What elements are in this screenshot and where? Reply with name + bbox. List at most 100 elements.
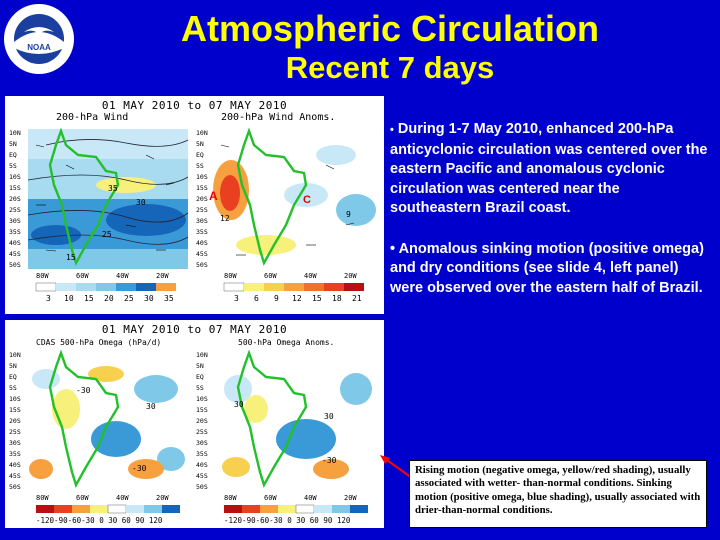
svg-text:25S: 25S [196,428,208,436]
svg-text:EQ: EQ [9,373,17,381]
svg-text:40W: 40W [304,272,317,280]
svg-text:45S: 45S [9,250,21,258]
svg-text:15S: 15S [196,406,208,414]
svg-text:20W: 20W [344,272,357,280]
svg-text:20W: 20W [156,272,169,280]
contour-label: 15 [66,253,76,262]
svg-text:80W: 80W [36,272,49,280]
anticyclone-marker: A [209,189,218,203]
svg-text:12: 12 [292,294,302,303]
svg-text:60W: 60W [264,272,277,280]
svg-text:30S: 30S [196,217,208,225]
slide-title: Atmospheric Circulation [180,8,600,49]
wind-maps: 35 30 25 15 10N 5N EQ 5S 10S 15S 20S 25S… [9,127,376,303]
svg-text:35S: 35S [196,450,208,458]
svg-text:25S: 25S [196,206,208,214]
svg-text:10S: 10S [9,173,21,181]
svg-text:35S: 35S [9,450,21,458]
logo-text: NOAA [27,43,51,52]
omega-mean-map: -30 30 -30 [28,349,188,491]
top-right-lat-axis: 10N 5N EQ 5S 10S 15S 20S 25S 30S 35S 40S… [196,129,208,269]
svg-text:20S: 20S [196,195,208,203]
bottom-right-colorbar-labels: -120-90-60-30 0 30 60 90 120 [224,516,351,525]
red-arrow-icon [380,455,413,479]
svg-text:10N: 10N [9,129,21,137]
svg-text:40W: 40W [304,494,317,502]
contour-label: -30 [76,386,91,395]
bottom-left-lat-axis: 10N 5N EQ 5S 10S 15S 20S 25S 30S 35S 40S… [9,351,21,491]
svg-text:18: 18 [332,294,342,303]
omega-500hpa-panel: 01 MAY 2010 to 07 MAY 2010 CDAS 500-hPa … [5,320,384,528]
svg-text:10S: 10S [196,173,208,181]
omega-maps: -30 30 -30 10N 5N EQ 5S 10S 15S 20S 25S … [9,349,376,525]
svg-text:40S: 40S [196,461,208,469]
svg-text:20S: 20S [9,417,21,425]
svg-text:25S: 25S [9,206,21,214]
svg-text:5N: 5N [196,362,204,370]
svg-text:10: 10 [64,294,74,303]
contour-label: 30 [324,412,334,421]
svg-text:60W: 60W [264,494,277,502]
bottom-panel-header: 01 MAY 2010 to 07 MAY 2010 [101,323,288,336]
slide-subtitle: Recent 7 days [285,50,495,85]
svg-text:5S: 5S [196,162,204,170]
cyclone-marker: C [303,194,311,206]
svg-text:15: 15 [84,294,94,303]
contour-label: -30 [132,464,147,473]
south-america-outline [48,127,120,267]
svg-text:10N: 10N [196,129,208,137]
svg-text:45S: 45S [196,472,208,480]
svg-text:15: 15 [312,294,322,303]
svg-text:80W: 80W [224,494,237,502]
svg-text:25: 25 [124,294,134,303]
svg-text:15S: 15S [9,406,21,414]
svg-text:EQ: EQ [196,373,204,381]
contour-label: 30 [146,402,156,411]
contour-label: 30 [136,198,146,207]
svg-text:35: 35 [164,294,174,303]
svg-text:5N: 5N [196,140,204,148]
svg-text:80W: 80W [224,272,237,280]
bottom-left-label: CDAS 500-hPa Omega (hPa/d) [36,338,162,347]
svg-text:60W: 60W [76,272,89,280]
svg-text:5N: 5N [9,140,17,148]
noaa-logo-icon: NOAA [4,4,74,74]
svg-text:15S: 15S [196,184,208,192]
top-left-colorbar [35,282,176,292]
svg-text:10N: 10N [9,351,21,359]
svg-text:40S: 40S [9,239,21,247]
svg-text:40S: 40S [196,239,208,247]
bullet-item: • Anomalous sinking motion (positive ome… [390,240,708,299]
svg-text:30: 30 [144,294,154,303]
svg-text:15S: 15S [9,184,21,192]
shading-caption: Rising motion (negative omega, yellow/re… [409,460,707,528]
svg-text:20W: 20W [344,494,357,502]
svg-text:20: 20 [104,294,114,303]
svg-text:EQ: EQ [9,151,17,159]
top-right-colorbar-labels: 3 6 9 12 15 18 21 [234,294,362,303]
svg-text:30S: 30S [196,439,208,447]
top-right-label: 200-hPa Wind Anoms. [221,112,336,123]
svg-text:25S: 25S [9,428,21,436]
bottom-right-lon-axis: 80W 60W 40W 20W [224,494,357,502]
bullet-dot: • [390,124,394,136]
svg-text:20W: 20W [156,494,169,502]
contour-label: 35 [108,184,118,193]
wind-anomaly-map: A C 12 9 [209,127,376,269]
svg-text:80W: 80W [36,494,49,502]
svg-text:20S: 20S [196,417,208,425]
south-america-outline [236,127,308,267]
svg-text:6: 6 [254,294,259,303]
svg-text:30S: 30S [9,217,21,225]
svg-text:50S: 50S [196,261,208,269]
svg-text:50S: 50S [196,483,208,491]
svg-text:EQ: EQ [196,151,204,159]
bottom-right-colorbar [224,504,368,514]
bullet-text: Anomalous sinking motion (positive omega… [390,240,704,296]
top-right-lon-axis: 80W 60W 40W 20W [224,272,357,280]
omega-anomaly-map: 30 -30 30 [216,349,376,491]
top-left-label: 200-hPa Wind [56,112,129,123]
svg-text:10N: 10N [196,351,208,359]
top-right-colorbar [223,282,364,292]
